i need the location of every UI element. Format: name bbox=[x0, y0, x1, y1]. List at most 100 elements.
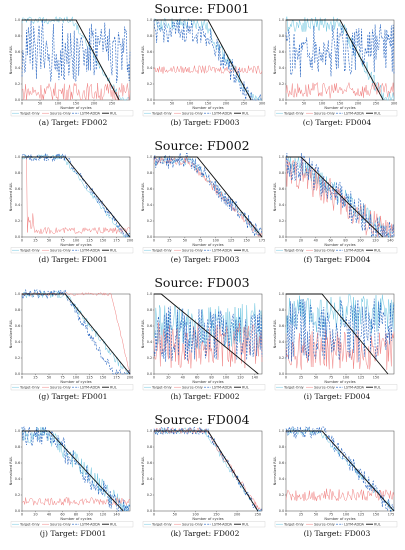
legend-label: LSTM-ADDA bbox=[344, 522, 365, 526]
y-tick-label: 0.4 bbox=[15, 203, 20, 207]
x-tick-label: 25 bbox=[299, 376, 303, 380]
panel-g: 0.0 0.2 0.4 0.6 0.8 1.0 0 25 50 75 100 125 150 175 200… bbox=[9, 288, 133, 401]
y-tick-label: 0.0 bbox=[147, 235, 152, 239]
x-tick-label: 140 bbox=[252, 376, 258, 380]
x-tick-label: 125 bbox=[358, 376, 364, 380]
legend-label: Target-Only bbox=[151, 111, 172, 115]
x-tick-label: 120 bbox=[100, 513, 106, 517]
legend-label: RUL bbox=[242, 111, 249, 115]
series-rul bbox=[154, 293, 259, 375]
x-tick-label: 0 bbox=[21, 376, 23, 380]
y-tick-label: 0.4 bbox=[147, 477, 152, 481]
x-tick-label: 50 bbox=[47, 376, 51, 380]
y-tick-label: 0.8 bbox=[279, 308, 284, 312]
series-rul bbox=[22, 293, 131, 375]
panel-caption: (k) Target: FD002 bbox=[171, 529, 240, 538]
x-tick-label: 150 bbox=[73, 102, 79, 106]
x-axis-label: Number of cycles bbox=[324, 517, 355, 521]
panel-i: 0.0 0.2 0.4 0.6 0.8 1.0 0 25 50 75 100 125 150 Number… bbox=[273, 292, 398, 401]
series-rul bbox=[286, 430, 395, 512]
legend-label: Source-Only bbox=[50, 522, 71, 526]
y-tick-label: 0.6 bbox=[15, 324, 20, 328]
x-tick-label: 25 bbox=[33, 376, 37, 380]
y-tick-label: 1.0 bbox=[15, 155, 20, 159]
legend-label: LSTM-ADDA bbox=[344, 248, 365, 252]
x-tick-label: 200 bbox=[355, 102, 361, 106]
y-tick-label: 1.0 bbox=[147, 292, 152, 296]
y-axis-label: Normalized RUL bbox=[141, 457, 145, 486]
x-tick-label: 250 bbox=[373, 102, 379, 106]
series-lstm-adda bbox=[285, 152, 395, 238]
y-axis-label: Normalized RUL bbox=[141, 46, 145, 75]
legend-label: Source-Only bbox=[50, 111, 71, 115]
panel-caption: (b) Target: FD003 bbox=[170, 118, 239, 127]
series-rul bbox=[22, 19, 120, 101]
legend-label: RUL bbox=[110, 522, 117, 526]
series-source-only bbox=[22, 156, 131, 235]
x-tick-label: 0 bbox=[285, 102, 287, 106]
series-target-only bbox=[285, 16, 395, 101]
panel-a: 0.0 0.2 0.4 0.6 0.8 1.0 0 50 100 150 200 250 Number … bbox=[9, 15, 134, 127]
x-axis-label: Number of cycles bbox=[60, 243, 91, 247]
legend-label: Source-Only bbox=[314, 385, 335, 389]
y-tick-label: 1.0 bbox=[15, 429, 20, 433]
x-tick-label: 250 bbox=[109, 102, 115, 106]
x-tick-label: 100 bbox=[343, 376, 349, 380]
x-axis-label: Number of cycles bbox=[324, 380, 355, 384]
x-tick-label: 100 bbox=[55, 102, 61, 106]
section-title-2: Source: FD002 bbox=[154, 138, 249, 153]
y-axis-label: Normalized RUL bbox=[273, 183, 277, 212]
section-title-3: Source: FD003 bbox=[154, 275, 249, 290]
legend-label: Target-Only bbox=[19, 522, 40, 526]
plot-frame bbox=[285, 430, 395, 512]
legend-label: LSTM-ADDA bbox=[212, 522, 233, 526]
x-tick-label: 200 bbox=[91, 102, 97, 106]
panel-caption: (d) Target: FD001 bbox=[38, 255, 107, 264]
x-tick-label: 125 bbox=[86, 376, 92, 380]
series-source-only bbox=[21, 82, 131, 101]
y-tick-label: 0.8 bbox=[15, 308, 20, 312]
y-tick-label: 0.0 bbox=[15, 509, 20, 513]
x-tick-label: 50 bbox=[173, 513, 177, 517]
x-tick-label: 150 bbox=[337, 102, 343, 106]
panel-f: 0.0 0.2 0.4 0.6 0.8 1.0 0 20 40 60 80 100 120 140 Numb… bbox=[273, 152, 398, 264]
x-tick-label: 200 bbox=[223, 102, 229, 106]
y-tick-label: 0.6 bbox=[279, 187, 284, 191]
plot-frame bbox=[153, 430, 263, 512]
x-axis-label: Number of cycles bbox=[324, 106, 355, 110]
series-lstm-adda bbox=[21, 20, 131, 83]
x-tick-label: 40 bbox=[181, 376, 185, 380]
x-tick-label: 0 bbox=[285, 376, 287, 380]
legend-label: RUL bbox=[110, 248, 117, 252]
legend-label: RUL bbox=[374, 522, 381, 526]
series-target-only bbox=[21, 15, 131, 101]
x-tick-label: 20 bbox=[299, 239, 303, 243]
y-axis-label: Normalized RUL bbox=[9, 46, 13, 75]
x-tick-label: 140 bbox=[387, 239, 393, 243]
x-axis-label: Number of cycles bbox=[192, 106, 223, 110]
x-tick-label: 20 bbox=[33, 513, 37, 517]
y-axis-label: Normalized RUL bbox=[141, 183, 145, 212]
y-tick-label: 0.0 bbox=[279, 509, 284, 513]
x-tick-label: 25 bbox=[299, 513, 303, 517]
plot-frame bbox=[21, 156, 131, 238]
series-lstm-adda bbox=[21, 152, 131, 238]
x-tick-label: 200 bbox=[127, 239, 133, 243]
legend-label: Target-Only bbox=[19, 248, 40, 252]
panel-j: 0.0 0.2 0.4 0.6 0.8 1.0 0 20 40 60 80 100 120 140 Numb… bbox=[9, 426, 134, 538]
section-titles: Source: FD001 Source: FD002 Source: FD00… bbox=[154, 1, 249, 427]
x-tick-label: 80 bbox=[209, 376, 213, 380]
series-target-only bbox=[21, 426, 131, 512]
plot-frame bbox=[153, 156, 263, 238]
x-axis-label: Number of cycles bbox=[324, 243, 355, 247]
x-tick-label: 25 bbox=[33, 239, 37, 243]
legend-label: LSTM-ADDA bbox=[212, 248, 233, 252]
y-axis-label: Normalized RUL bbox=[9, 320, 13, 349]
x-tick-label: 150 bbox=[205, 102, 211, 106]
panel-caption: (j) Target: FD001 bbox=[40, 529, 107, 538]
series-rul bbox=[22, 156, 131, 238]
series-source-only bbox=[153, 156, 263, 238]
x-tick-label: 0 bbox=[285, 513, 287, 517]
series-target-only bbox=[285, 293, 395, 334]
